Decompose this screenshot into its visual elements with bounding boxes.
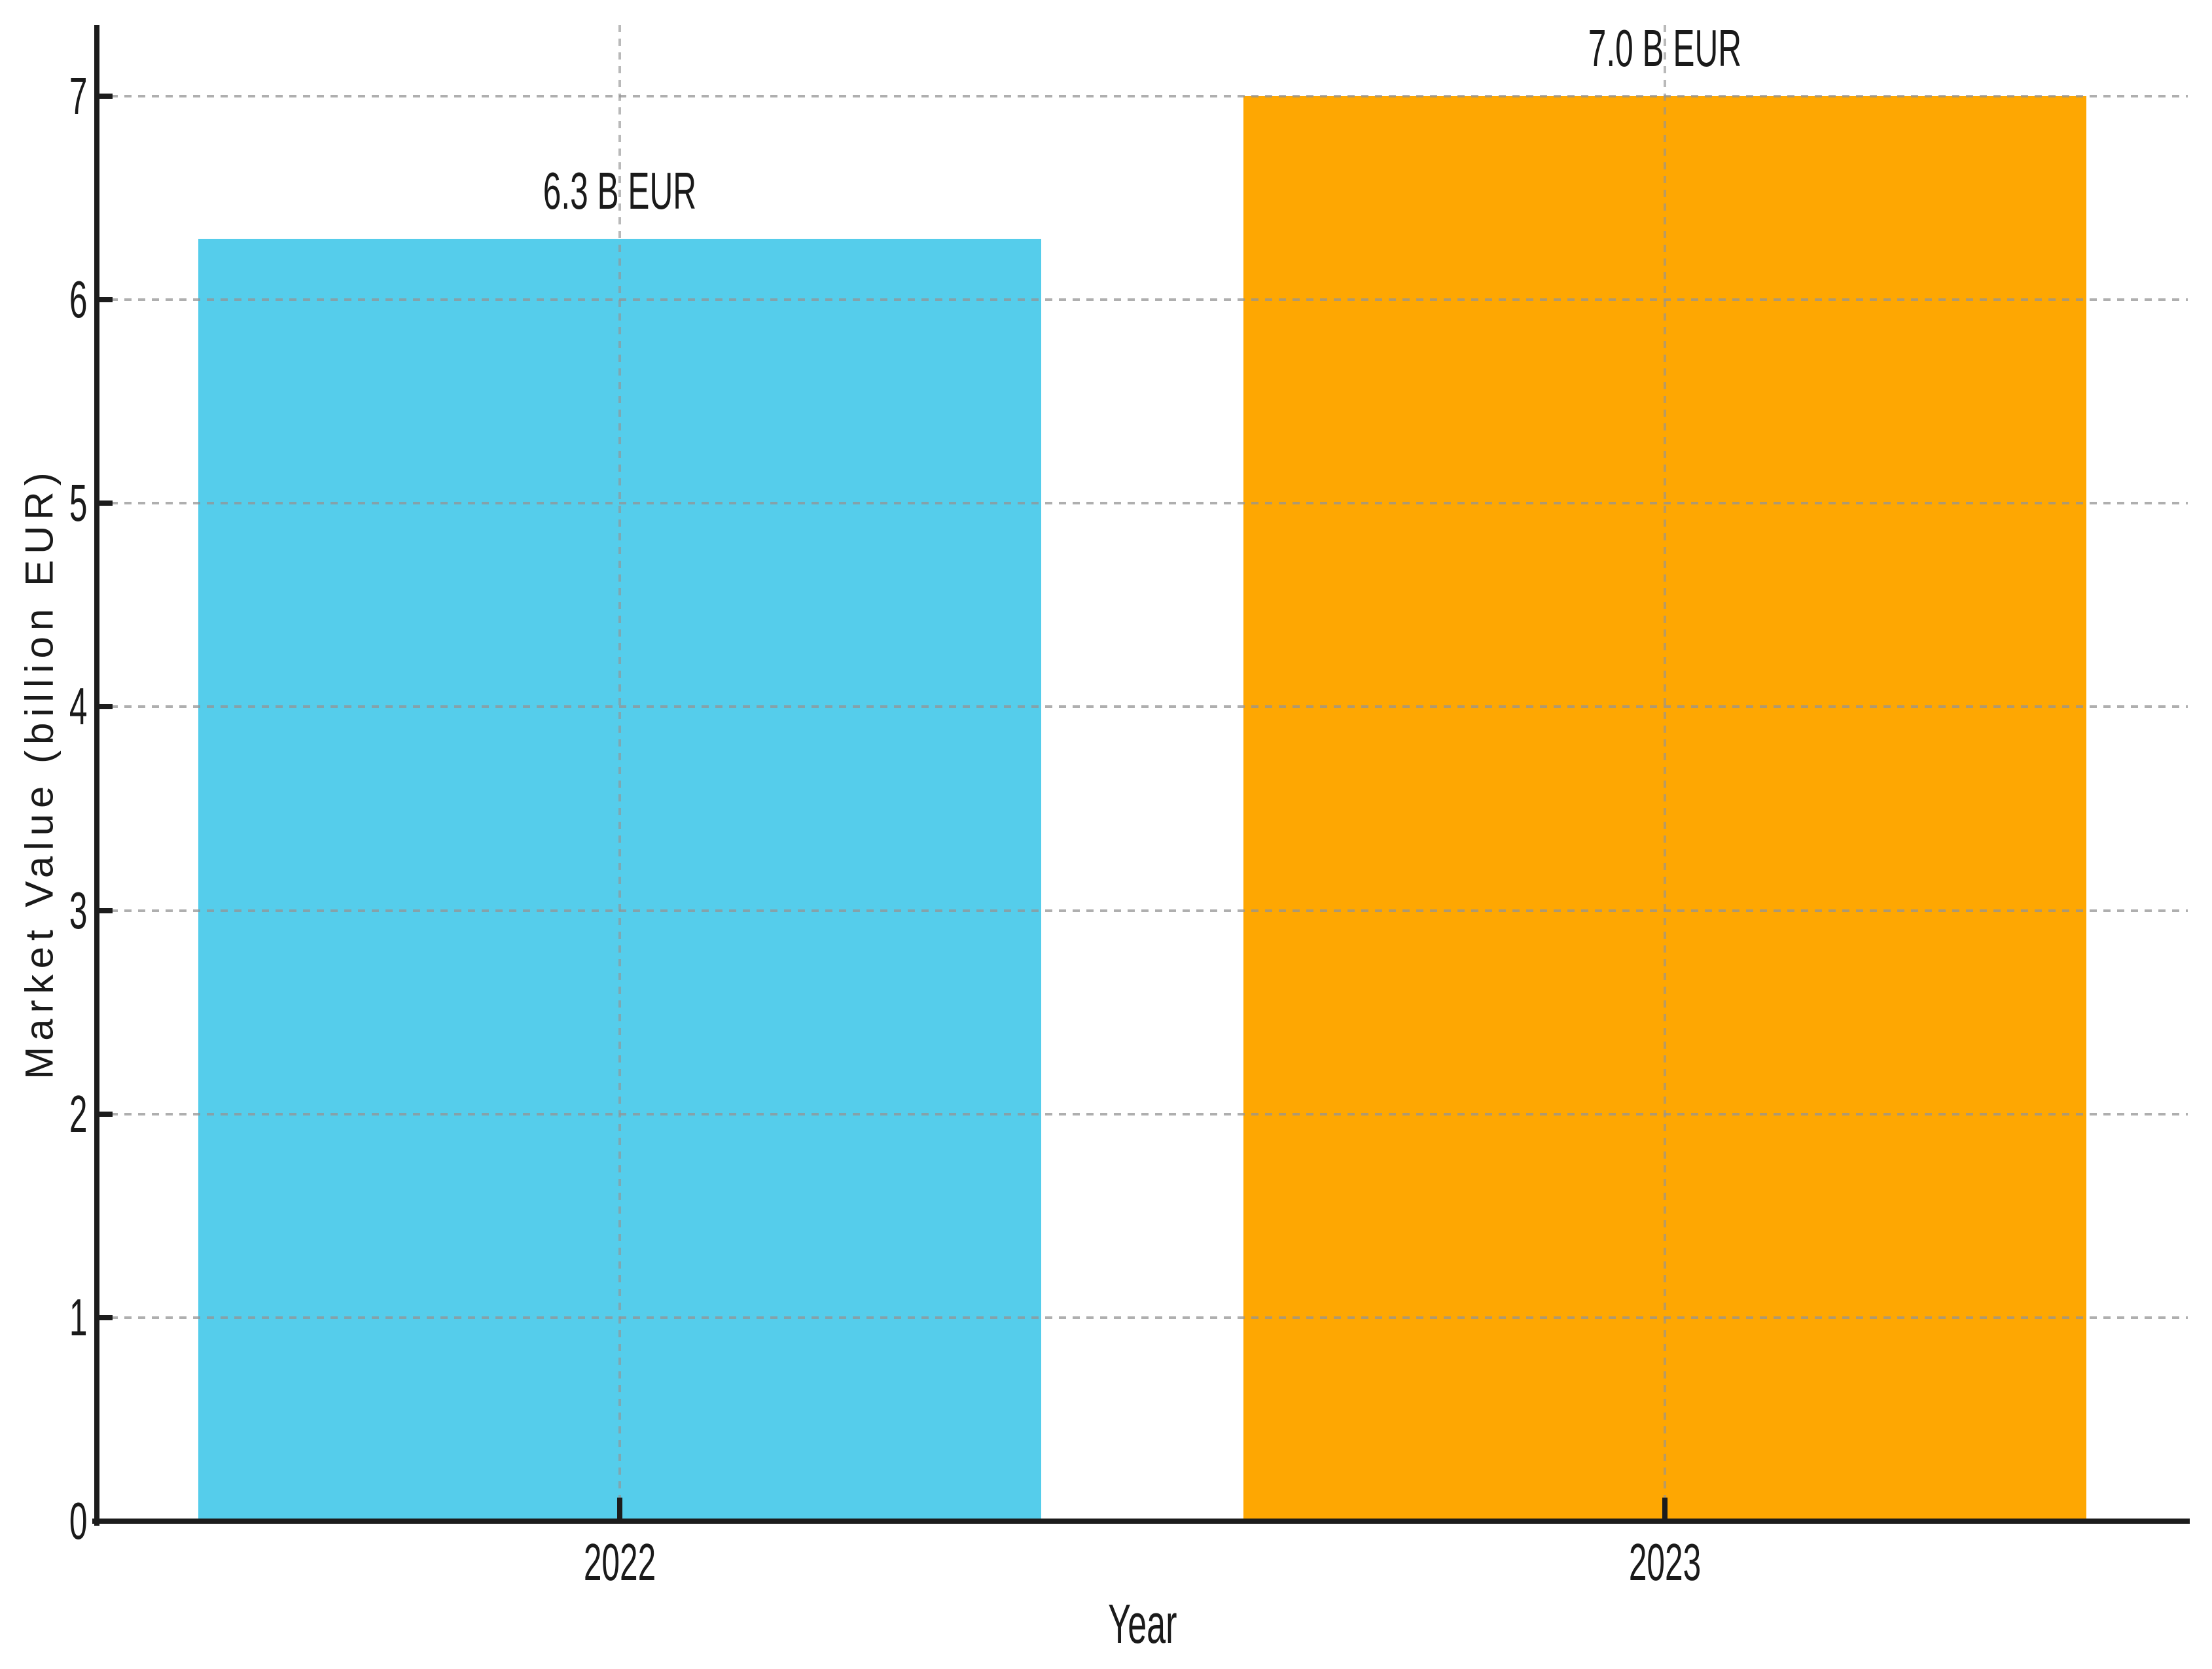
x-tick-text: 2022	[583, 1533, 656, 1591]
x-axis-label: Year	[1107, 1593, 1177, 1655]
y-tick-label: 0	[0, 1492, 87, 1550]
y-tick-label: 5	[0, 474, 87, 533]
y-tick-text: 4	[69, 677, 87, 736]
h-gridline	[97, 502, 2188, 505]
y-tick-label: 3	[0, 881, 87, 940]
bar-value-text: 6.3 B EUR	[543, 161, 697, 220]
v-gridline	[1664, 25, 1666, 1521]
y-tick-text: 7	[69, 66, 87, 125]
y-tick-text: 0	[69, 1492, 87, 1550]
h-gridline	[97, 1316, 2188, 1319]
bar-value-text: 7.0 B EUR	[1588, 18, 1742, 77]
y-tick-text: 3	[69, 881, 87, 940]
y-tick-label: 7	[0, 66, 87, 125]
x-tick-label: 2023	[1436, 1533, 1894, 1591]
h-gridline	[97, 909, 2188, 912]
x-axis-spine	[92, 1519, 2190, 1524]
x-tick-mark	[1662, 1498, 1668, 1519]
y-tick-mark	[99, 501, 113, 506]
y-axis-spine	[94, 25, 99, 1526]
x-tick-label: 2022	[391, 1533, 849, 1591]
y-tick-mark	[99, 1111, 113, 1117]
y-tick-label: 1	[0, 1288, 87, 1346]
y-tick-mark	[99, 297, 113, 303]
y-tick-label: 6	[0, 270, 87, 329]
y-tick-label: 2	[0, 1084, 87, 1143]
x-axis-label-container: Year	[97, 1596, 2188, 1651]
y-tick-text: 5	[69, 474, 87, 533]
y-tick-text: 6	[69, 270, 87, 329]
v-gridline	[618, 25, 621, 1521]
h-gridline	[97, 94, 2188, 97]
y-tick-text: 1	[69, 1288, 87, 1346]
y-axis-label: Market Value (billion EUR)	[17, 466, 62, 1080]
h-gridline	[97, 705, 2188, 709]
y-tick-text: 2	[69, 1084, 87, 1143]
y-tick-mark	[99, 907, 113, 913]
x-tick-mark	[617, 1498, 622, 1519]
y-tick-mark	[99, 1314, 113, 1320]
bar-value-label-2023: 7.0 B EUR	[1436, 18, 1894, 77]
bar-value-label-2022: 6.3 B EUR	[391, 161, 849, 220]
y-tick-mark	[99, 704, 113, 710]
y-tick-mark	[99, 93, 113, 99]
plot-area	[92, 25, 2190, 1526]
y-tick-label: 4	[0, 677, 87, 736]
h-gridline	[97, 298, 2188, 302]
x-tick-text: 2023	[1628, 1533, 1702, 1591]
h-gridline	[97, 1112, 2188, 1116]
